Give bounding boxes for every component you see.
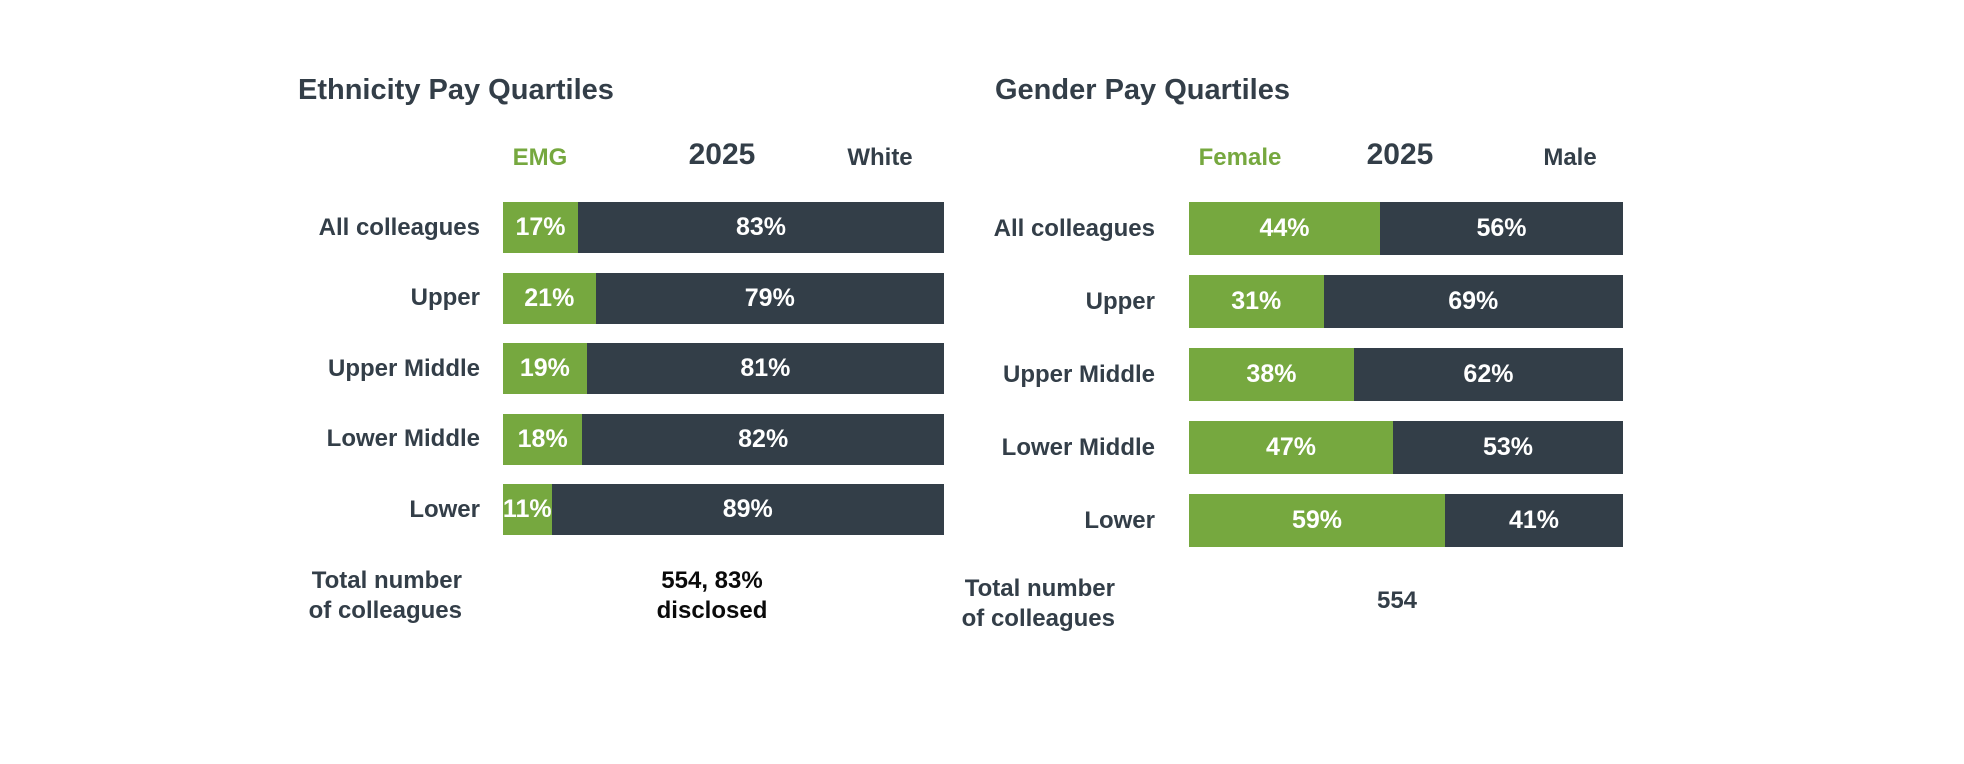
gender-year-label: 2025 — [1366, 138, 1434, 171]
bar-segment-dark: 89% — [551, 484, 944, 535]
bar-segment-dark-value: 41% — [1508, 506, 1560, 534]
quartile-row: Lower 59% 41% — [905, 494, 1623, 547]
bar-segment-dark-value: 83% — [735, 213, 786, 241]
quartile-row: Lower Middle 18% 82% — [230, 413, 944, 465]
bar-segment-green-value: 31% — [1231, 287, 1282, 315]
ethnicity-bars-area: All colleagues 17% 83% Upper 21% 79% Upp… — [230, 202, 944, 555]
bar-segment-green-value: 17% — [515, 213, 566, 241]
stacked-bar: 59% 41% — [1189, 494, 1623, 547]
quartile-category-label: Lower — [409, 495, 480, 523]
stacked-bar: 38% 62% — [1189, 348, 1623, 401]
bar-segment-green: 47% — [1189, 421, 1393, 474]
ethnicity-total-value: 554, 83% disclosed — [592, 566, 832, 626]
stacked-bar: 17% 83% — [503, 202, 944, 253]
gender-bars-area: All colleagues 44% 56% Upper 31% 69% Upp… — [905, 202, 1623, 567]
bar-segment-green-value: 11% — [502, 495, 552, 523]
bar-segment-dark-value: 56% — [1476, 214, 1527, 242]
stacked-bar: 47% 53% — [1189, 421, 1623, 474]
gender-series-male-header: Male — [1543, 144, 1597, 171]
quartile-row: Upper Middle 38% 62% — [905, 348, 1623, 401]
bar-segment-dark-value: 69% — [1448, 287, 1499, 315]
ethnicity-series-white-header: White — [847, 144, 913, 171]
quartile-category-label: All colleagues — [993, 214, 1155, 242]
stacked-bar: 31% 69% — [1189, 275, 1623, 328]
bar-segment-dark: 53% — [1392, 421, 1623, 474]
bar-segment-dark-value: 53% — [1482, 433, 1533, 461]
bar-segment-dark: 79% — [595, 272, 944, 324]
stacked-bar: 11% 89% — [503, 484, 944, 535]
bar-segment-green: 21% — [503, 272, 596, 324]
bar-segment-green: 44% — [1189, 202, 1380, 255]
quartile-row: All colleagues 17% 83% — [230, 202, 944, 253]
bar-segment-dark-value: 89% — [722, 495, 773, 523]
quartile-category-label: Upper — [410, 284, 480, 311]
quartile-category-label: Lower — [1084, 506, 1155, 534]
bar-segment-green-value: 44% — [1259, 214, 1310, 242]
quartile-row: Upper Middle 19% 81% — [230, 343, 944, 394]
gender-total-label-line2: of colleagues — [961, 605, 1115, 632]
quartile-category-label: Upper Middle — [327, 354, 480, 382]
bar-segment-dark: 62% — [1353, 348, 1623, 401]
bar-segment-green-value: 19% — [519, 354, 570, 382]
bar-segment-green: 31% — [1189, 275, 1324, 328]
stacked-bar: 21% 79% — [503, 272, 944, 324]
stacked-bar: 44% 56% — [1189, 202, 1623, 255]
gender-total-value-line1: 554 — [1376, 587, 1418, 614]
ethnicity-series-emg-header: EMG — [512, 144, 568, 171]
bar-segment-green-value: 18% — [517, 424, 568, 453]
ethnicity-total-label-line2: of colleagues — [308, 597, 462, 624]
bar-segment-dark: 82% — [582, 413, 944, 465]
quartile-row: Lower Middle 47% 53% — [905, 421, 1623, 474]
stacked-bar: 19% 81% — [503, 343, 944, 394]
quartile-row: Upper 21% 79% — [230, 272, 944, 324]
quartile-category-label: Lower Middle — [326, 425, 480, 452]
bar-segment-dark: 69% — [1323, 275, 1623, 328]
bar-segment-green: 19% — [503, 343, 587, 394]
gender-total-label: Total number of colleagues — [905, 574, 1155, 634]
ethnicity-total-value-line2: disclosed — [656, 597, 768, 624]
quartile-row: All colleagues 44% 56% — [905, 202, 1623, 255]
quartile-category-label: Upper — [1085, 287, 1155, 315]
bar-segment-dark: 81% — [586, 343, 944, 394]
ethnicity-total-value-line1: 554, 83% — [661, 567, 763, 594]
bar-segment-green-value: 21% — [524, 283, 575, 312]
bar-segment-dark: 83% — [577, 202, 944, 253]
bar-segment-dark: 56% — [1379, 202, 1623, 255]
bar-segment-green-value: 38% — [1246, 360, 1297, 388]
bar-segment-green: 18% — [503, 413, 583, 465]
bar-segment-dark: 41% — [1445, 494, 1623, 547]
bar-segment-green-value: 47% — [1265, 433, 1316, 461]
stacked-bar: 18% 82% — [503, 413, 944, 465]
bar-segment-dark-value: 82% — [738, 424, 789, 453]
bar-segment-dark-value: 81% — [740, 354, 791, 382]
ethnicity-total-label-line1: Total number — [311, 567, 462, 594]
bar-segment-green: 38% — [1189, 348, 1354, 401]
ethnicity-chart-title: Ethnicity Pay Quartiles — [298, 74, 614, 106]
quartile-category-label: Upper Middle — [1002, 360, 1155, 388]
gender-total-label-line1: Total number — [964, 575, 1115, 602]
quartile-category-label: Lower Middle — [1001, 433, 1155, 461]
bar-segment-green: 11% — [503, 484, 552, 535]
gender-chart-title: Gender Pay Quartiles — [995, 74, 1290, 106]
quartile-category-label: All colleagues — [318, 213, 480, 241]
quartile-row: Lower 11% 89% — [230, 484, 944, 535]
ethnicity-year-label: 2025 — [688, 138, 756, 171]
gender-series-female-header: Female — [1198, 144, 1282, 171]
quartile-row: Upper 31% 69% — [905, 275, 1623, 328]
ethnicity-total-label: Total number of colleagues — [230, 566, 480, 626]
bar-segment-green: 59% — [1189, 494, 1446, 547]
bar-segment-green-value: 59% — [1292, 506, 1343, 534]
bar-segment-green: 17% — [503, 202, 578, 253]
bar-segment-dark-value: 79% — [744, 283, 795, 312]
gender-total-value: 554 — [1277, 586, 1517, 616]
bar-segment-dark-value: 62% — [1463, 360, 1514, 388]
